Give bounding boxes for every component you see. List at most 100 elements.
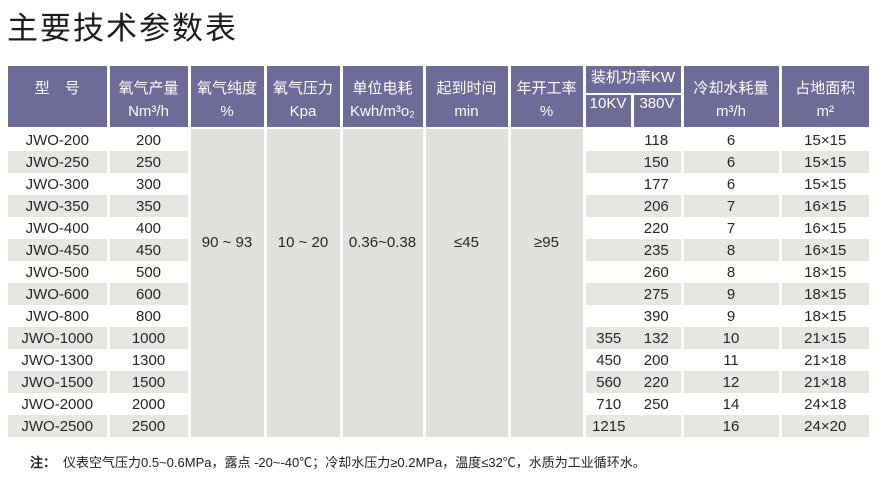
cell-380v: 177 [632,173,682,195]
cell-10kv: 710 [582,393,632,415]
cell-output: 200 [106,128,189,151]
cell-model: JWO-1000 [8,327,108,349]
cell-area: 15×15 [778,151,869,173]
cell-model: JWO-2500 [8,415,108,437]
cell-water: 7 [680,195,780,217]
cell-380v: 132 [632,327,682,349]
cell-380v: 118 [632,128,682,151]
cell-380v: 275 [632,283,682,305]
cell-area: 16×15 [778,239,869,261]
cell-10kv [582,151,632,173]
cell-10kv: 450 [582,349,632,371]
cell-area: 18×15 [778,261,869,283]
cell-consumption-merged: 0.36~0.38 [339,128,424,437]
cell-380v [632,415,682,437]
header-model: 型 号 [8,66,108,129]
cell-area: 15×15 [778,173,869,195]
table-row: JWO-2500 2500 1215 16 24×20 [8,415,869,437]
cell-output: 2000 [106,393,189,415]
cell-380v: 200 [632,349,682,371]
cell-model: JWO-2000 [8,393,108,415]
cell-380v: 390 [632,305,682,327]
header-start-time: 起到时间 min [422,66,509,129]
header-floor-area: 占地面积 m² [778,66,869,129]
cell-area: 16×15 [778,195,869,217]
header-oxygen-output: 氧气产量 Nm³/h [106,66,189,129]
cell-model: JWO-400 [8,217,108,239]
cell-output: 1000 [106,327,189,349]
footnote-text: 仪表空气压力0.5~0.6MPa，露点 -20~-40℃；冷却水压力≥0.2MP… [63,455,646,470]
header-cooling-water: 冷却水耗量 m³/h [680,66,780,129]
cell-water: 16 [680,415,780,437]
table-row: JWO-300 300 177 6 15×15 [8,173,869,195]
table-row: JWO-800 800 390 9 18×15 [8,305,869,327]
table-row: JWO-1500 1500 560 220 12 21×18 [8,371,869,393]
cell-water: 9 [680,305,780,327]
header-model-line1: 型 号 [34,80,80,97]
table-row: JWO-500 500 260 8 18×15 [8,261,869,283]
cell-380v: 150 [632,151,682,173]
cell-annual-rate-merged: ≥95 [507,128,584,437]
cell-10kv [582,128,632,151]
cell-water: 8 [680,261,780,283]
cell-10kv [582,283,632,305]
cell-water: 12 [680,371,780,393]
parameters-table: 型 号 氧气产量 Nm³/h 氧气纯度 % [8,66,869,437]
cell-10kv: 1215 [582,415,632,437]
cell-model: JWO-300 [8,173,108,195]
cell-model: JWO-800 [8,305,108,327]
cell-area: 15×15 [778,128,869,151]
cell-10kv: 355 [582,327,632,349]
table-row: JWO-400 400 220 7 16×15 [8,217,869,239]
table-row: JWO-1300 1300 450 200 11 21×18 [8,349,869,371]
header-annual-rate: 年开工率 % [507,66,584,129]
cell-model: JWO-1300 [8,349,108,371]
cell-water: 10 [680,327,780,349]
cell-pressure-merged: 10 ~ 20 [263,128,341,437]
cell-water: 7 [680,217,780,239]
cell-model: JWO-600 [8,283,108,305]
table-row: JWO-1000 1000 355 132 10 21×15 [8,327,869,349]
footnote: 注： 仪表空气压力0.5~0.6MPa，露点 -20~-40℃；冷却水压力≥0.2… [30,452,646,471]
cell-10kv: 560 [582,371,632,393]
cell-output: 400 [106,217,189,239]
cell-model: JWO-200 [8,128,108,151]
table-row: JWO-600 600 275 9 18×15 [8,283,869,305]
page-title: 主要技术参数表 [7,11,238,46]
header-power-consumption: 单位电耗 Kwh/m³o₂ [339,66,424,129]
cell-output: 500 [106,261,189,283]
cell-output: 2500 [106,415,189,437]
header-installed-power: 装机功率KW [582,66,682,95]
cell-model: JWO-450 [8,239,108,261]
cell-output: 350 [106,195,189,217]
cell-10kv [582,305,632,327]
cell-output: 800 [106,305,189,327]
cell-purity-merged: 90 ~ 93 [187,128,265,437]
footnote-label: 注： [30,455,57,470]
header-oxygen-purity: 氧气纯度 % [187,66,265,129]
cell-model: JWO-350 [8,195,108,217]
cell-10kv [582,261,632,283]
cell-water: 6 [680,173,780,195]
cell-area: 21×18 [778,349,869,371]
cell-area: 18×15 [778,283,869,305]
table-row: JWO-2000 2000 710 250 14 24×18 [8,393,869,415]
cell-model: JWO-1500 [8,371,108,393]
cell-10kv [582,195,632,217]
cell-area: 16×15 [778,217,869,239]
cell-area: 21×18 [778,371,869,393]
cell-area: 24×20 [778,415,869,437]
header-10kv: 10KV [582,94,632,129]
cell-water: 9 [680,283,780,305]
cell-water: 11 [680,349,780,371]
table-row: JWO-450 450 235 8 16×15 [8,239,869,261]
cell-380v: 250 [632,393,682,415]
cell-output: 450 [106,239,189,261]
cell-water: 6 [680,151,780,173]
cell-output: 600 [106,283,189,305]
table-row: JWO-200 200 90 ~ 93 10 ~ 20 0.36~0.38 ≤4… [8,128,869,437]
cell-model: JWO-250 [8,151,108,173]
cell-area: 21×15 [778,327,869,349]
cell-380v: 260 [632,261,682,283]
cell-water: 14 [680,393,780,415]
